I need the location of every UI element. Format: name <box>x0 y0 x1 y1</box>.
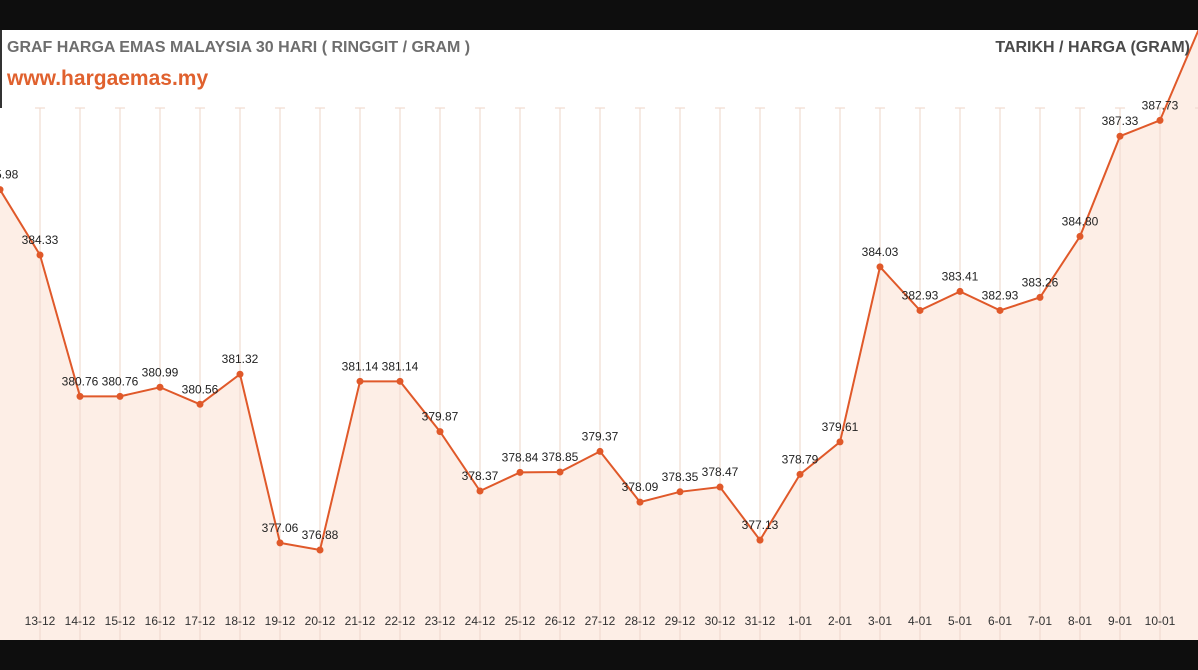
data-point <box>636 498 644 506</box>
data-point <box>1036 293 1044 301</box>
data-point <box>236 370 244 378</box>
x-tick-label: 5-01 <box>948 614 972 628</box>
data-point <box>876 263 884 271</box>
x-tick-label: 16-12 <box>145 614 176 628</box>
x-tick-label: 25-12 <box>505 614 536 628</box>
x-tick-label: 4-01 <box>908 614 932 628</box>
data-point <box>956 287 964 295</box>
data-point <box>0 186 4 194</box>
x-tick-label: 9-01 <box>1108 614 1132 628</box>
data-point <box>596 447 604 455</box>
data-point <box>116 392 124 400</box>
data-point <box>396 377 404 385</box>
data-label: 387.73 <box>1142 98 1179 112</box>
x-tick-label: 24-12 <box>465 614 496 628</box>
data-label: 378.84 <box>502 450 539 464</box>
x-tick-label: 3-01 <box>868 614 892 628</box>
data-point <box>436 428 444 436</box>
area-fill <box>0 31 1198 640</box>
data-point <box>1116 132 1124 140</box>
data-label: 383.26 <box>1022 275 1059 289</box>
x-tick-label: 14-12 <box>65 614 96 628</box>
x-tick-label: 28-12 <box>625 614 656 628</box>
x-tick-label: 17-12 <box>185 614 216 628</box>
data-point <box>156 383 164 391</box>
data-point <box>716 483 724 491</box>
x-tick-label: 21-12 <box>345 614 376 628</box>
chart-title: GRAF HARGA EMAS MALAYSIA 30 HARI ( RINGG… <box>7 39 471 56</box>
data-label: 377.06 <box>262 521 299 535</box>
data-point <box>996 306 1004 314</box>
data-point <box>76 392 84 400</box>
data-point <box>476 487 484 495</box>
data-label: 380.99 <box>142 365 179 379</box>
x-tick-label: 1-01 <box>788 614 812 628</box>
data-point <box>196 400 204 408</box>
x-tick-label: 22-12 <box>385 614 416 628</box>
data-point <box>676 488 684 496</box>
data-label: 381.14 <box>342 359 379 373</box>
data-point <box>1076 232 1084 240</box>
data-point <box>836 438 844 446</box>
data-point <box>356 377 364 385</box>
data-label: 376.88 <box>302 528 339 542</box>
x-tick-label: 8-01 <box>1068 614 1092 628</box>
data-label: 384.80 <box>1062 214 1099 228</box>
data-label: 381.32 <box>222 352 259 366</box>
data-label: 378.35 <box>662 470 699 484</box>
data-label: 380.76 <box>62 374 99 388</box>
x-tick-label: 29-12 <box>665 614 696 628</box>
data-label: 378.37 <box>462 469 499 483</box>
x-tick-label: 31-12 <box>745 614 776 628</box>
x-tick-label: 13-12 <box>25 614 56 628</box>
data-point <box>556 468 564 476</box>
x-tick-label: 10-01 <box>1145 614 1176 628</box>
x-tick-label: 2-01 <box>828 614 852 628</box>
legend-label: TARIKH / HARGA (GRAM) <box>995 39 1190 56</box>
data-label: 379.61 <box>822 420 859 434</box>
x-tick-label: 18-12 <box>225 614 256 628</box>
left-border <box>0 30 2 108</box>
data-point <box>276 539 284 547</box>
data-label: 379.37 <box>582 429 619 443</box>
x-tick-label: 7-01 <box>1028 614 1052 628</box>
data-label: 380.56 <box>182 382 219 396</box>
x-tick-label: 27-12 <box>585 614 616 628</box>
data-label: 378.85 <box>542 450 579 464</box>
data-label: 384.03 <box>862 245 899 259</box>
data-label: 378.09 <box>622 480 659 494</box>
price-chart: 385.98 384.33 13-12 380.76 14-12 380.76 15-12 3… <box>0 30 1198 640</box>
data-label: 382.93 <box>982 288 1019 302</box>
x-tick-label: 15-12 <box>105 614 136 628</box>
data-label: 382.93 <box>902 288 939 302</box>
data-label: 377.13 <box>742 518 779 532</box>
x-tick-label: 20-12 <box>305 614 336 628</box>
data-point <box>1156 116 1164 124</box>
data-label: 385.98 <box>0 168 19 182</box>
x-tick-label: 26-12 <box>545 614 576 628</box>
data-point <box>316 546 324 554</box>
data-point <box>36 251 44 259</box>
x-tick-label: 19-12 <box>265 614 296 628</box>
data-point <box>516 468 524 476</box>
x-tick-label: 6-01 <box>988 614 1012 628</box>
data-label: 387.33 <box>1102 114 1139 128</box>
data-label: 378.79 <box>782 452 819 466</box>
data-point <box>796 470 804 478</box>
x-tick-label: 30-12 <box>705 614 736 628</box>
data-label: 383.41 <box>942 269 979 283</box>
data-label: 381.14 <box>382 359 419 373</box>
data-label: 380.76 <box>102 374 139 388</box>
data-label: 378.47 <box>702 465 739 479</box>
data-label: 384.33 <box>22 233 59 247</box>
data-label: 379.87 <box>422 410 459 424</box>
site-link[interactable]: www.hargaemas.my <box>7 67 209 90</box>
chart-panel: 385.98 384.33 13-12 380.76 14-12 380.76 15-12 3… <box>0 30 1198 640</box>
x-tick-label: 23-12 <box>425 614 456 628</box>
data-point <box>916 306 924 314</box>
data-point <box>756 536 764 544</box>
